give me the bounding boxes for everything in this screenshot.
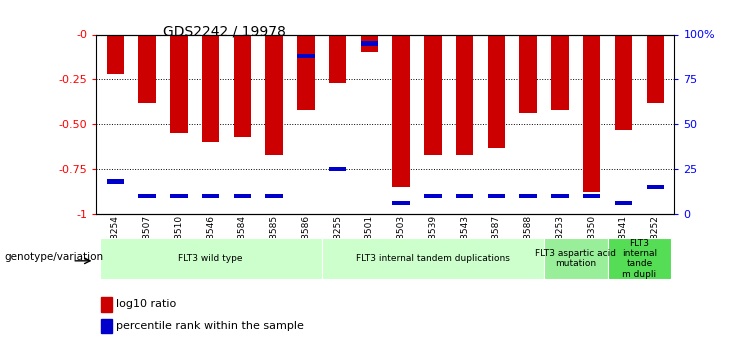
Text: percentile rank within the sample: percentile rank within the sample	[116, 321, 305, 331]
Bar	[456, 34, 473, 155]
Bar	[583, 34, 600, 193]
Bar	[646, 185, 664, 189]
Bar	[139, 34, 156, 103]
Bar	[456, 194, 473, 198]
Bar	[170, 194, 187, 198]
FancyBboxPatch shape	[544, 238, 608, 279]
FancyBboxPatch shape	[99, 238, 322, 279]
Bar	[265, 34, 283, 155]
Bar	[297, 54, 315, 58]
Text: genotype/variation: genotype/variation	[5, 252, 104, 262]
Text: FLT3 wild type: FLT3 wild type	[179, 254, 243, 263]
Bar	[615, 34, 632, 130]
Bar	[393, 201, 410, 205]
Bar	[551, 34, 568, 110]
Bar	[265, 194, 283, 198]
Bar	[101, 297, 112, 312]
Bar	[424, 194, 442, 198]
FancyBboxPatch shape	[608, 238, 671, 279]
Bar	[615, 201, 632, 205]
Bar	[107, 179, 124, 184]
Bar	[202, 194, 219, 198]
Bar	[361, 34, 378, 52]
Bar	[329, 34, 346, 83]
Bar	[329, 167, 346, 171]
Text: log10 ratio: log10 ratio	[116, 299, 176, 309]
Bar	[583, 194, 600, 198]
Bar	[519, 34, 537, 114]
Bar	[101, 319, 112, 333]
Text: FLT3 internal tandem duplications: FLT3 internal tandem duplications	[356, 254, 510, 263]
FancyBboxPatch shape	[322, 238, 544, 279]
Bar	[424, 34, 442, 155]
Bar	[233, 34, 251, 137]
Text: GDS2242 / 19978: GDS2242 / 19978	[163, 24, 286, 38]
Bar	[646, 34, 664, 103]
Bar	[202, 34, 219, 142]
Bar	[519, 194, 537, 198]
Bar	[107, 34, 124, 74]
Bar	[393, 34, 410, 187]
Text: FLT3
internal
tande
m dupli: FLT3 internal tande m dupli	[622, 239, 657, 279]
Bar	[361, 41, 378, 46]
Bar	[488, 194, 505, 198]
Bar	[488, 34, 505, 148]
Bar	[170, 34, 187, 133]
Bar	[233, 194, 251, 198]
Bar	[297, 34, 315, 110]
Text: FLT3 aspartic acid
mutation: FLT3 aspartic acid mutation	[535, 249, 617, 268]
Bar	[139, 194, 156, 198]
Bar	[551, 194, 568, 198]
